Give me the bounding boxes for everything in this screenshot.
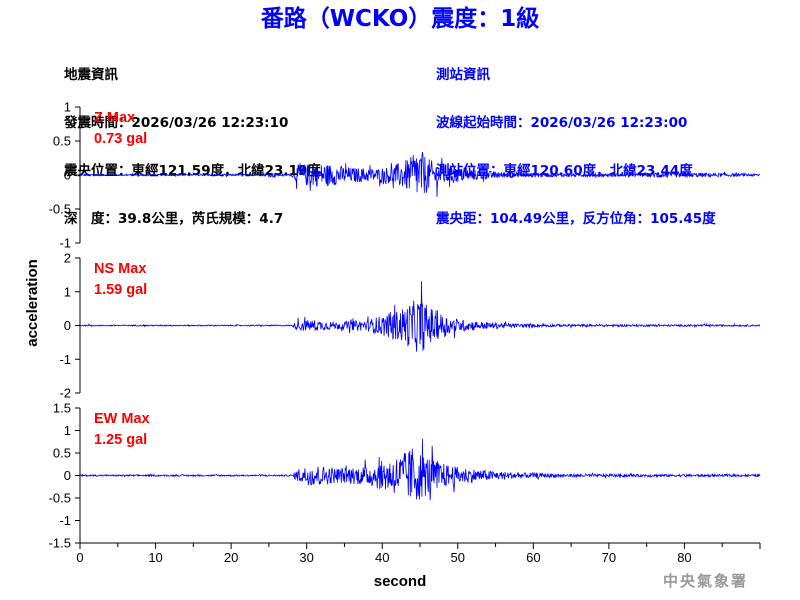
max-value: 1.25 gal [94,432,147,448]
y-tick-label: -2 [59,386,71,401]
x-tick-label: 50 [451,550,465,565]
y-tick-label: 0 [64,168,71,183]
y-tick-label: 2 [64,251,71,266]
origin-time: 發震時間：2026/03/26 12:23:10 [64,115,289,131]
x-tick-label: 60 [526,550,540,565]
y-tick-label: 1 [64,100,71,115]
event-info-heading: 地震資訊 [64,67,118,83]
x-axis-label: second [374,573,427,590]
distance-azimuth: 震央距：104.49公里，反方位角：105.45度 [436,211,716,227]
x-tick-label: 20 [224,550,238,565]
y-tick-label: -1 [59,236,71,251]
station-info: 測站資訊 波線起始時間：2026/03/26 12:23:00 測站位置：東經1… [436,35,716,259]
y-tick-label: 0.5 [53,134,71,149]
x-tick-label: 10 [148,550,162,565]
depth-magnitude: 深 度：39.8公里，芮氏規模：4.7 [64,211,284,227]
max-value: 0.73 gal [94,131,147,147]
x-tick-label: 70 [602,550,616,565]
y-tick-label: -1 [59,513,71,528]
x-tick-label: 30 [299,550,313,565]
y-tick-label: 0 [64,468,71,483]
max-label: EW Max [94,411,150,427]
agency-label: 中央氣象署 [662,572,748,590]
x-tick-label: 0 [76,550,83,565]
x-tick-label: 40 [375,550,389,565]
y-tick-label: -1.5 [49,536,71,551]
page-title: 番路（WCKO）震度：1級 [260,6,540,32]
y-tick-label: 0.5 [53,446,71,461]
station-info-heading: 測站資訊 [436,67,490,83]
x-tick-label: 80 [677,550,691,565]
y-tick-label: -1 [59,352,71,367]
y-axis-label: acceleration [24,259,41,347]
max-label: Z Max [94,110,135,126]
station-location: 測站位置：東經120.60度，北緯23.44度 [436,163,693,179]
seismic-trace-ns [79,281,761,352]
y-tick-label: 1 [64,423,71,438]
y-tick-label: 1 [64,284,71,299]
seismic-trace-ew [79,438,761,501]
max-label: NS Max [94,261,146,277]
max-value: 1.59 gal [94,282,147,298]
y-tick-label: -0.5 [49,202,71,217]
event-info: 地震資訊 發震時間：2026/03/26 12:23:10 震央位置：東經121… [64,35,321,259]
y-tick-label: 0 [64,318,71,333]
y-tick-label: 1.5 [53,401,71,416]
seismic-trace-z [79,151,761,197]
y-tick-label: -0.5 [49,491,71,506]
wave-start-time: 波線起始時間：2026/03/26 12:23:00 [436,115,688,131]
